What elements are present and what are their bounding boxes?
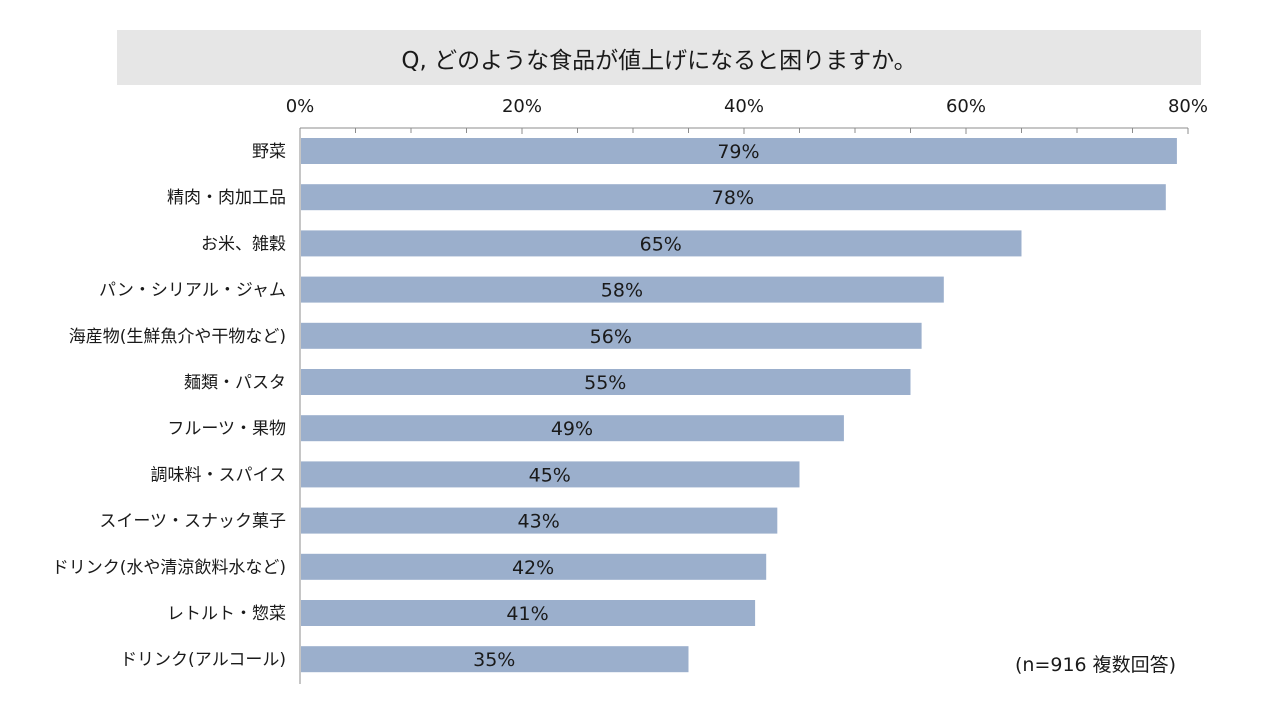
x-tick-label: 40% — [724, 96, 764, 117]
chart-title-box: Q, どのような食品が値上げになると困りますか。 — [117, 30, 1201, 85]
bar-value-label: 65% — [640, 233, 682, 255]
sample-note: (n=916 複数回答) — [1015, 654, 1177, 676]
category-label: 調味料・スパイス — [151, 465, 287, 485]
bar — [301, 646, 689, 673]
category-label: ドリンク(アルコール) — [120, 650, 286, 670]
bar — [301, 184, 1166, 211]
bar-value-label: 79% — [717, 141, 759, 163]
chart-title: Q, どのような食品が値上げになると困りますか。 — [401, 47, 917, 74]
x-tick-label: 20% — [502, 96, 542, 117]
bar-value-label: 45% — [529, 464, 571, 486]
category-label: スイーツ・スナック菓子 — [99, 512, 286, 532]
bar-value-label: 35% — [473, 649, 515, 671]
bar-value-label: 42% — [512, 557, 554, 579]
bar-value-label: 41% — [506, 603, 548, 625]
bar — [301, 322, 922, 349]
category-label: 精肉・肉加工品 — [167, 188, 286, 208]
bar — [301, 415, 844, 442]
bar — [301, 138, 1177, 164]
bar — [301, 276, 944, 303]
x-tick-label: 0% — [286, 96, 315, 117]
bar — [301, 461, 800, 488]
bar — [301, 230, 1022, 257]
x-tick-label: 60% — [946, 96, 986, 117]
bar — [301, 369, 911, 395]
category-label: パン・シリアル・ジャム — [99, 281, 286, 301]
bar-value-label: 56% — [590, 326, 632, 348]
category-label: 麺類・パスタ — [184, 373, 286, 393]
bar-value-label: 58% — [601, 280, 643, 302]
bar-value-label: 55% — [584, 372, 626, 394]
bar-value-label: 78% — [712, 187, 754, 209]
bar — [301, 507, 778, 534]
bar-value-label: 43% — [518, 511, 560, 533]
x-tick-label: 80% — [1168, 96, 1208, 117]
bar — [301, 600, 756, 626]
bar-value-label: 49% — [551, 418, 593, 440]
category-label: ドリンク(水や清涼飲料水など) — [52, 558, 286, 578]
category-label: 海産物(生鮮魚介や干物など) — [69, 327, 286, 347]
category-label: フルーツ・果物 — [167, 419, 286, 439]
category-label: レトルト・惣菜 — [167, 604, 286, 624]
category-label: 野菜 — [252, 142, 286, 162]
category-label: お米、雑穀 — [201, 234, 286, 254]
bar — [301, 553, 767, 580]
